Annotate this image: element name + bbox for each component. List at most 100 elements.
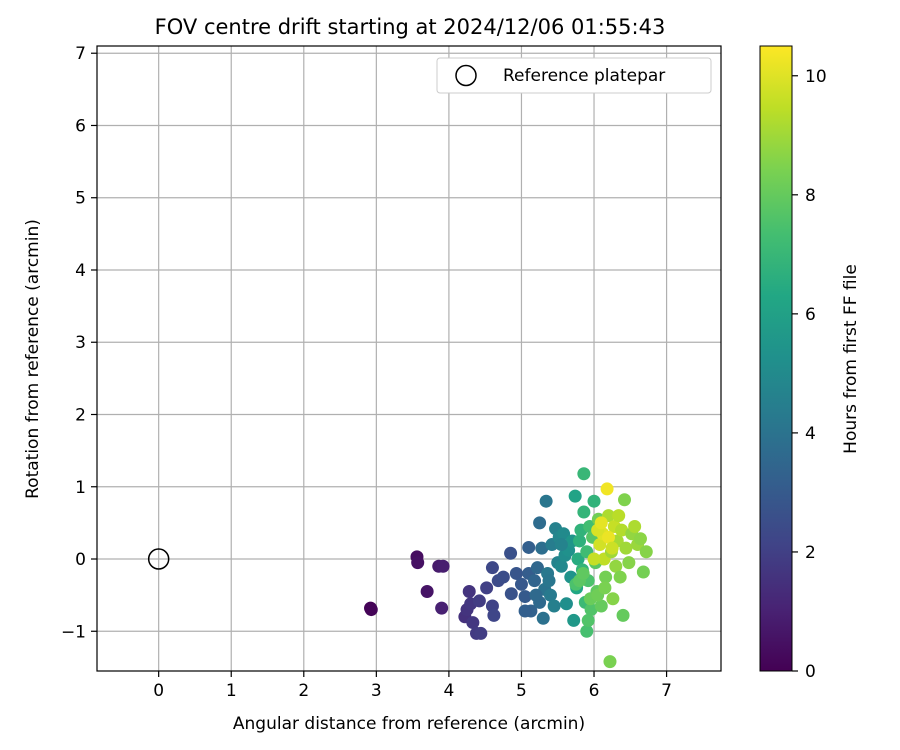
- scatter-point: [605, 541, 619, 555]
- y-tick-label: 4: [75, 261, 86, 281]
- scatter-point: [577, 467, 591, 481]
- scatter-point: [587, 494, 601, 508]
- scatter-point: [504, 546, 518, 560]
- scatter-points: [364, 467, 653, 669]
- scatter-point: [472, 594, 486, 608]
- scatter-point: [543, 588, 557, 602]
- legend-marker-open-circle: [455, 64, 477, 87]
- colorbar-ticks: 0 2 4 6 8 10: [792, 67, 827, 682]
- y-tick-label: 5: [75, 189, 86, 209]
- scatter-point: [593, 538, 607, 552]
- y-axis-ticks: −1 0 1 2 3 4 5 6 7: [61, 44, 97, 642]
- scatter-point: [542, 574, 556, 588]
- colorbar-tick-label: 0: [805, 662, 816, 682]
- scatter-point: [576, 566, 590, 580]
- scatter-point: [509, 566, 523, 580]
- scatter-point: [571, 552, 585, 566]
- grid-lines: [97, 46, 721, 671]
- scatter-point: [529, 588, 543, 602]
- scatter-point: [504, 587, 518, 601]
- scatter-point: [633, 532, 647, 546]
- scatter-point: [435, 601, 449, 615]
- scatter-point: [598, 581, 612, 595]
- colorbar-tick-label: 6: [805, 305, 816, 325]
- x-tick-label: 2: [298, 681, 309, 701]
- legend-entry-reference: Reference platepar: [503, 66, 665, 86]
- x-tick-label: 3: [371, 681, 382, 701]
- scatter-point: [603, 655, 617, 669]
- scatter-point: [594, 599, 608, 613]
- y-tick-label: 1: [75, 478, 86, 498]
- x-tick-label: 6: [589, 681, 600, 701]
- scatter-point: [364, 603, 378, 617]
- scatter-point: [616, 608, 630, 622]
- scatter-point: [609, 559, 623, 573]
- scatter-point: [436, 559, 450, 573]
- x-tick-label: 5: [516, 681, 527, 701]
- scatter-point: [594, 516, 608, 530]
- scatter-point: [480, 581, 494, 595]
- reference-marker: [147, 548, 170, 570]
- y-tick-label: −1: [61, 622, 86, 642]
- scatter-point: [554, 559, 568, 573]
- scatter-point: [547, 599, 561, 613]
- scatter-point: [474, 626, 488, 640]
- scatter-point: [639, 545, 653, 559]
- scatter-point: [496, 570, 510, 584]
- scatter-point: [573, 534, 587, 548]
- x-axis-label: Angular distance from reference (arcmin): [233, 714, 585, 734]
- legend-box: [436, 57, 712, 94]
- scatter-point: [581, 613, 595, 627]
- scatter-point: [420, 585, 434, 599]
- reference-point: [147, 548, 170, 570]
- x-tick-label: 0: [153, 681, 164, 701]
- scatter-point: [577, 505, 591, 519]
- scatter-point: [485, 561, 499, 575]
- scatter-point: [462, 585, 476, 599]
- scatter-point: [522, 540, 536, 554]
- scatter-point: [518, 590, 532, 604]
- colorbar-tick-label: 10: [805, 67, 827, 87]
- colorbar-tick-label: 2: [805, 543, 816, 563]
- scatter-point: [580, 624, 594, 638]
- colorbar: 0 2 4 6 8 10 Hours from first FF file: [759, 45, 861, 682]
- legend: Reference platepar: [436, 57, 712, 94]
- scatter-point: [514, 577, 528, 591]
- scatter-point: [587, 552, 601, 566]
- y-tick-label: 6: [75, 116, 86, 136]
- scatter-point: [612, 509, 626, 523]
- scatter-point: [557, 527, 571, 541]
- scatter-point: [600, 482, 614, 496]
- scatter-point: [606, 592, 620, 606]
- y-tick-label: 0: [75, 550, 86, 570]
- scatter-point: [536, 611, 550, 625]
- colorbar-tick-label: 8: [805, 186, 816, 206]
- x-tick-label: 7: [661, 681, 672, 701]
- colorbar-tick-label: 4: [805, 424, 816, 444]
- colorbar-label: Hours from first FF file: [841, 264, 861, 454]
- scatter-point: [602, 530, 616, 544]
- scatter-point: [628, 519, 642, 533]
- scatter-point: [411, 556, 425, 570]
- colorbar-gradient: [759, 45, 793, 672]
- x-tick-label: 4: [443, 681, 454, 701]
- plot-frame: [96, 45, 722, 672]
- scatter-point: [518, 604, 532, 618]
- y-tick-label: 7: [75, 44, 86, 64]
- scatter-point: [533, 516, 547, 530]
- scatter-point: [559, 597, 573, 611]
- scatter-point: [535, 541, 549, 555]
- scatter-point: [619, 541, 633, 555]
- scatter-point: [528, 574, 542, 588]
- x-tick-label: 1: [226, 681, 237, 701]
- scatter-point: [613, 570, 627, 584]
- chart-title: FOV centre drift starting at 2024/12/06 …: [155, 15, 666, 39]
- y-tick-label: 2: [75, 405, 86, 425]
- x-axis-ticks: 0 1 2 3 4 5 6 7: [153, 671, 672, 701]
- scatter-point: [568, 489, 582, 503]
- scatter-point: [539, 494, 553, 508]
- scatter-point: [554, 538, 568, 552]
- y-tick-label: 3: [75, 333, 86, 353]
- y-axis-label: Rotation from reference (arcmin): [23, 219, 43, 499]
